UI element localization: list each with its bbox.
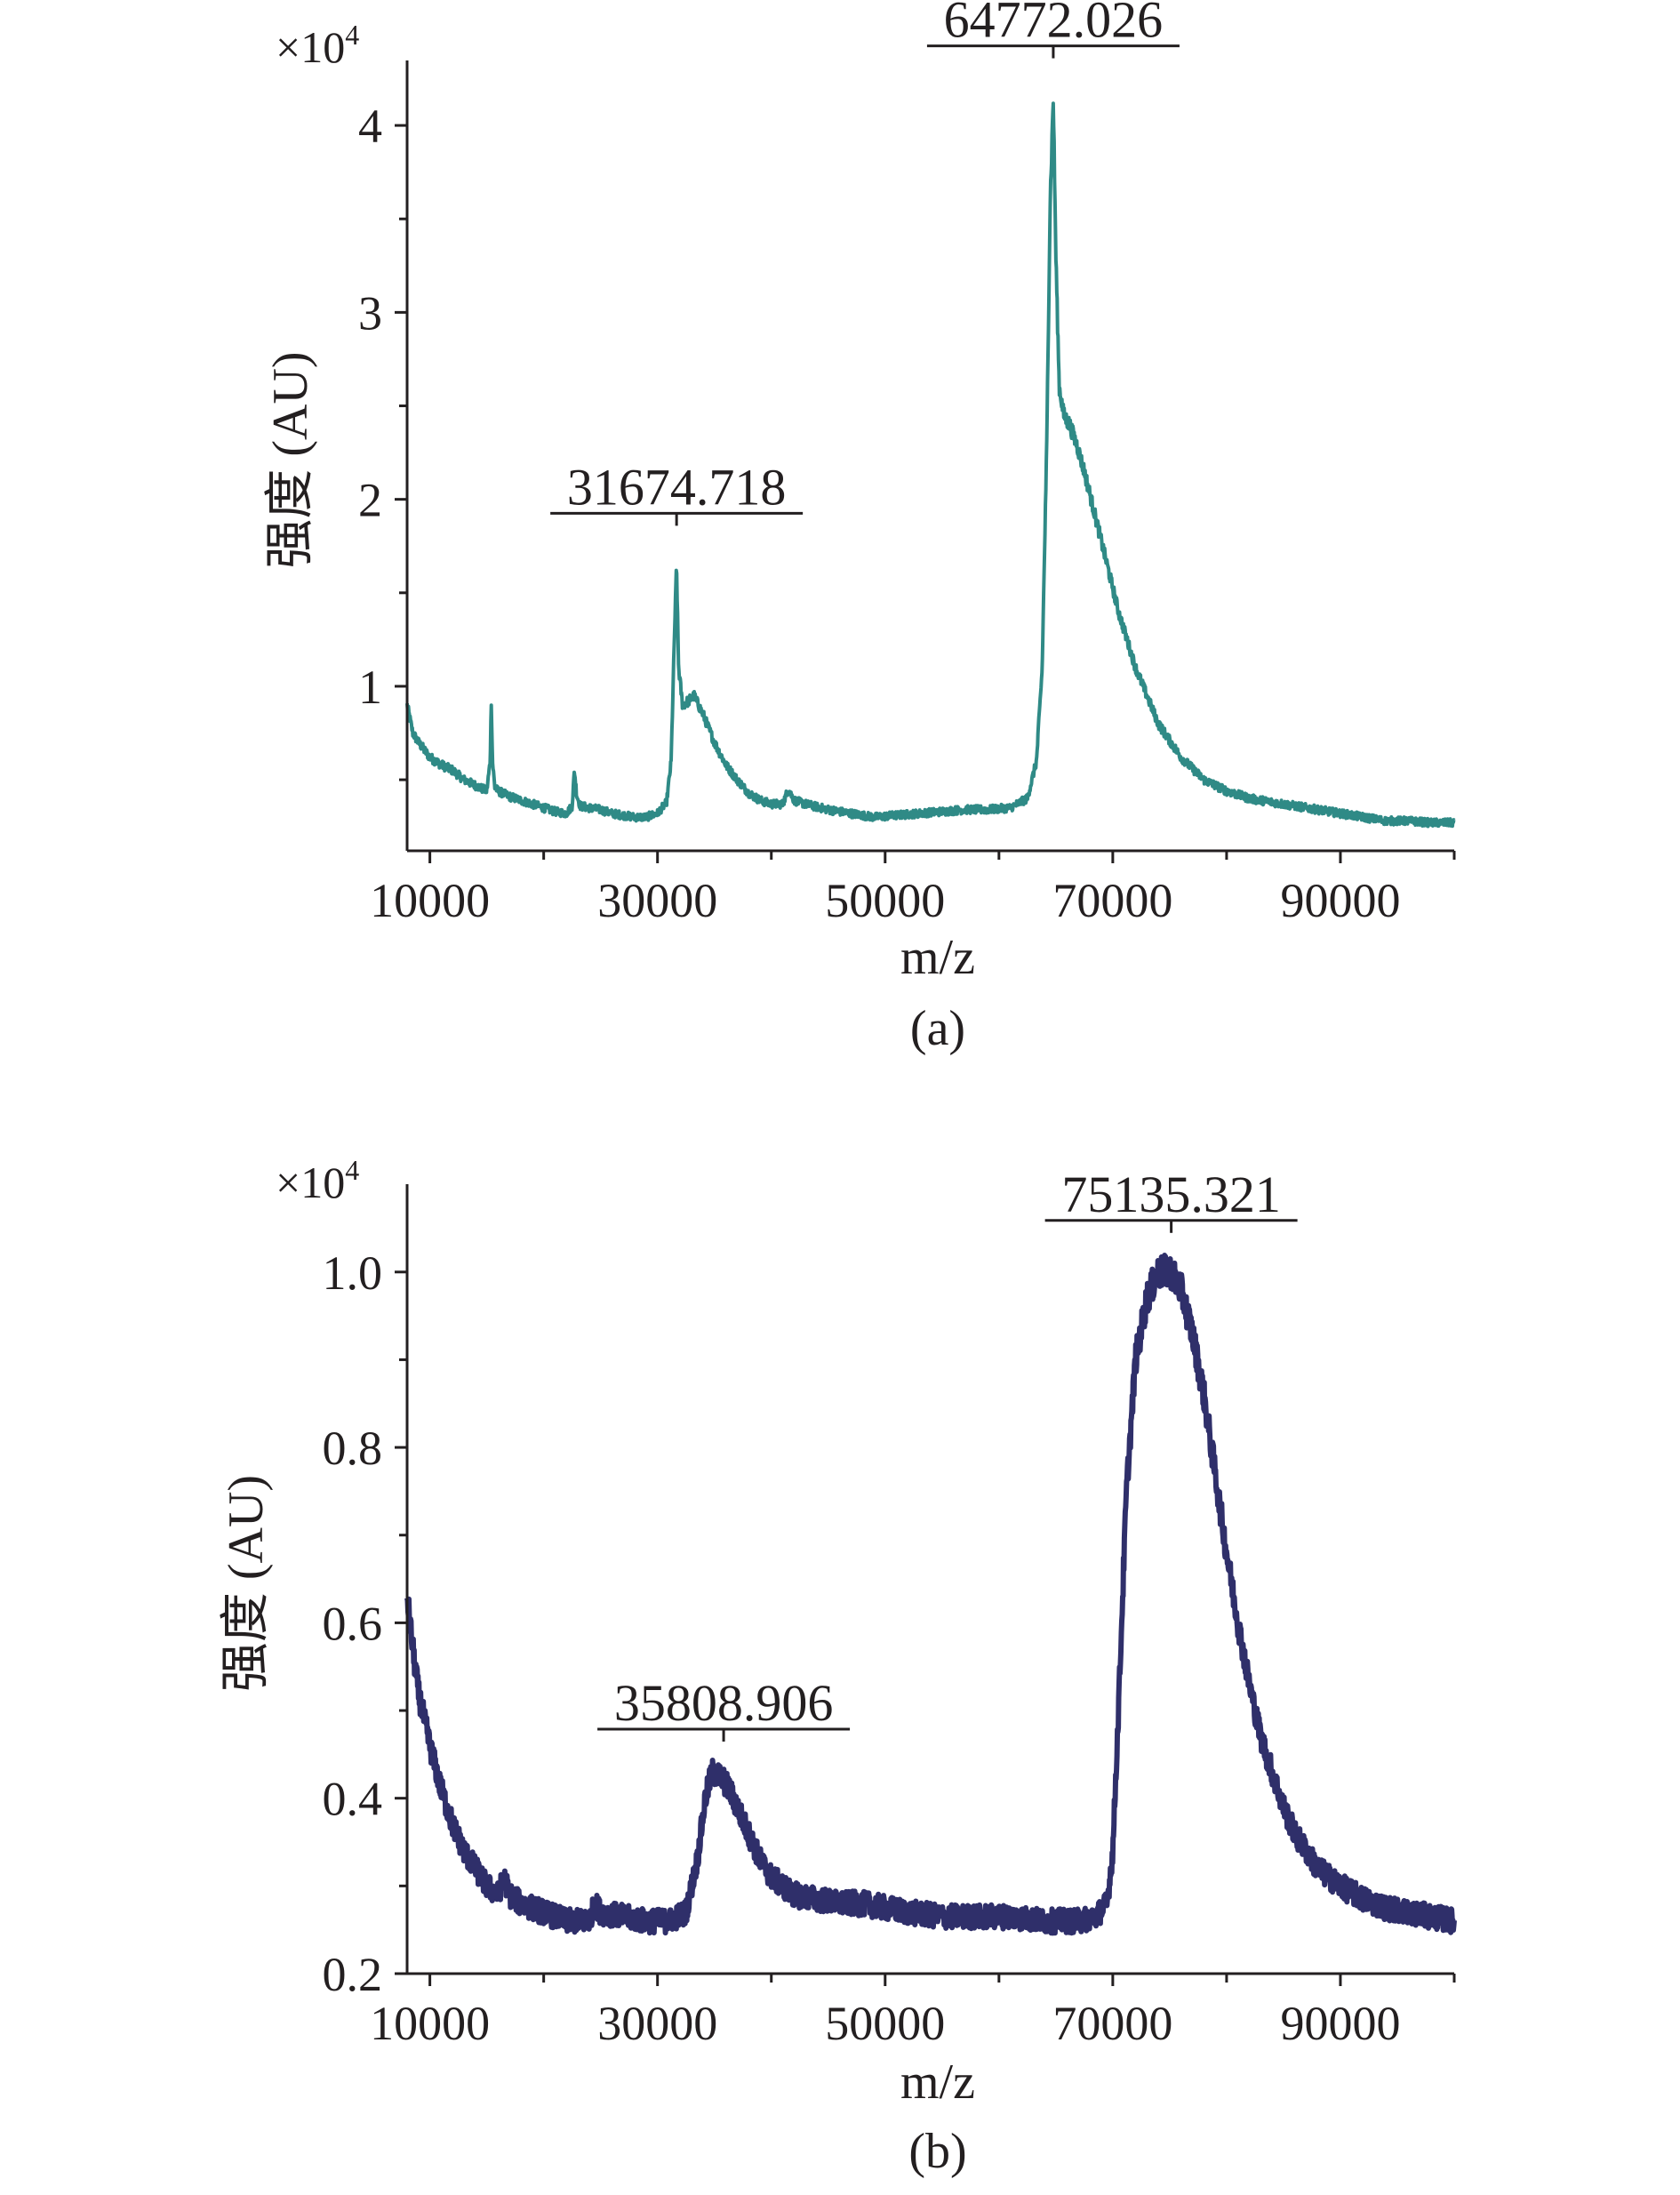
- y-tick-label: 4: [358, 100, 382, 153]
- x-tick-label: 30000: [597, 1997, 717, 2050]
- panel-label: (b): [908, 2124, 966, 2179]
- x-tick-label: 50000: [825, 874, 945, 927]
- y-multiplier: ×104: [276, 1154, 359, 1207]
- x-tick-label: 70000: [1052, 1997, 1172, 2050]
- x-tick-label: 10000: [370, 1997, 490, 2050]
- y-axis-label: 强度 (AU): [219, 1475, 274, 1692]
- x-axis-label: m/z: [900, 2055, 975, 2110]
- y-tick-label: 0.2: [323, 1948, 383, 2001]
- x-tick-label: 10000: [370, 874, 490, 927]
- x-tick-label: 90000: [1280, 1997, 1400, 2050]
- y-tick-label: 0.6: [323, 1597, 383, 1650]
- chart-panel-a: 10000 30000 50000 70000 90000 1 2 3 4 ×104 强度 (AU)…: [263, 0, 1456, 1056]
- y-multiplier: ×104: [276, 19, 359, 72]
- peak-label: 31674.718: [567, 458, 787, 516]
- x-tick-label: 30000: [597, 874, 717, 927]
- y-tick-label: 2: [358, 474, 382, 527]
- panel-label: (a): [910, 1001, 965, 1056]
- chart-panel-b: 10000 30000 50000 70000 90000 0.2 0.4 0.6 0.8 1.0…: [219, 1154, 1457, 2179]
- peak-label: 75135.321: [1061, 1166, 1281, 1223]
- y-tick-label: 3: [358, 286, 382, 340]
- y-tick-label: 1: [358, 661, 382, 714]
- x-axis-label: m/z: [900, 930, 975, 985]
- y-tick-label: 0.4: [323, 1773, 383, 1826]
- y-tick-label: 0.8: [323, 1422, 383, 1475]
- x-tick-label: 90000: [1280, 874, 1400, 927]
- spectrum-line: [405, 101, 1456, 829]
- y-axis-label: 强度 (AU): [263, 351, 318, 568]
- peak-label: 64772.026: [944, 0, 1164, 49]
- y-tick-label: 1.0: [323, 1246, 383, 1300]
- peak-label: 35808.906: [614, 1674, 834, 1732]
- spectrum-line: [404, 1253, 1457, 1936]
- x-tick-label: 50000: [825, 1997, 945, 2050]
- x-tick-label: 70000: [1052, 874, 1172, 927]
